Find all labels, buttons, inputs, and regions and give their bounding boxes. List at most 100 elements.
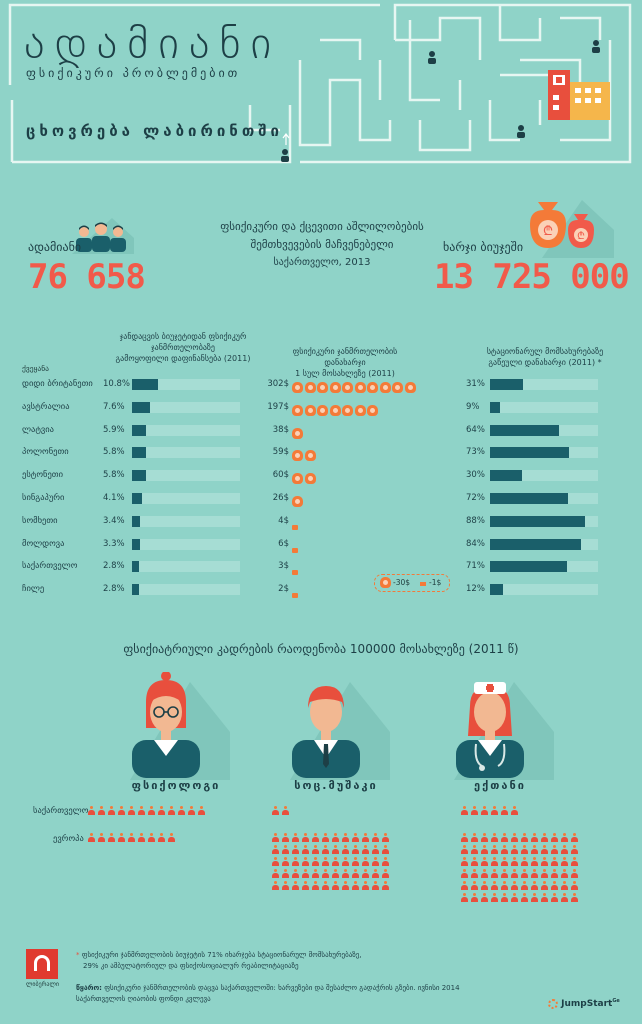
bag-legend: -30$ -1$: [374, 574, 450, 592]
big-bag-icon: [380, 577, 391, 588]
inpatient-bar-track: [490, 516, 598, 527]
person-icon: [352, 833, 359, 842]
person-icon: [138, 833, 145, 842]
inpatient-bar-track: [490, 425, 598, 436]
person-icon: [571, 845, 578, 854]
money-bags: [292, 538, 300, 553]
inpatient-bar: [490, 561, 567, 572]
budget-bar-track: [132, 379, 240, 390]
person-icon: [322, 869, 329, 878]
money-bags: [292, 560, 300, 575]
money-bag-icon: [329, 382, 341, 393]
svg-text:₾: ₾: [543, 224, 553, 239]
person-icon: [471, 806, 478, 815]
person-icon: [98, 806, 105, 815]
inpatient-bar-track: [490, 493, 598, 504]
budget-bar: [132, 493, 142, 504]
person-icon: [372, 881, 379, 890]
inpatient-share: 88%: [466, 516, 485, 526]
row-label-georgia: საქართველო: [33, 806, 89, 816]
person-icon: [362, 869, 369, 878]
person-icon: [312, 845, 319, 854]
money-bags: [292, 515, 300, 530]
person-icon: [541, 833, 548, 842]
person-icon: [561, 833, 568, 842]
person-icon: [491, 833, 498, 842]
budget-bar: [132, 425, 147, 436]
small-bag-icon: [292, 525, 298, 530]
person-icon: [471, 893, 478, 902]
money-bag-icon: [367, 405, 378, 416]
money-bag-icon: [292, 450, 303, 461]
person-icon: [541, 881, 548, 890]
money-bags: [292, 583, 300, 598]
person-icon: [501, 806, 508, 815]
person-icon: [521, 833, 528, 842]
profession-title-social-worker: სოც.მუშაკი: [294, 779, 378, 792]
people-group-icon: [72, 218, 134, 254]
budget-share: 3.3%: [103, 539, 125, 549]
person-icon: [282, 845, 289, 854]
inpatient-bar: [490, 379, 524, 390]
person-icon: [382, 845, 389, 854]
person-icon: [362, 845, 369, 854]
person-icon: [511, 881, 518, 890]
maze-illustration: [8, 3, 632, 164]
person-icon: [382, 869, 389, 878]
budget-share: 10.8%: [103, 379, 131, 389]
inpatient-share: 31%: [466, 379, 485, 389]
person-icon: [382, 881, 389, 890]
person-icon: [342, 881, 349, 890]
person-icon: [128, 833, 135, 842]
person-icon: [352, 845, 359, 854]
inpatient-bar: [490, 516, 586, 527]
person-icon: [511, 833, 518, 842]
per-capita-cost: 2$: [278, 584, 289, 594]
person-icon: [561, 893, 568, 902]
person-icon: [282, 833, 289, 842]
person-icon: [561, 869, 568, 878]
person-icon: [332, 833, 339, 842]
inpatient-bar-track: [490, 561, 598, 572]
person-icon: [491, 881, 498, 890]
inpatient-bar: [490, 493, 568, 504]
page-subtitle: ფსიქიკური პრობლემებით: [26, 66, 241, 80]
source-note: წყარო: ფსიქიკური ჯანმრთელობის დაცვა საქა…: [76, 984, 460, 1003]
person-icon: [88, 833, 95, 842]
person-icon: [282, 881, 289, 890]
stats-caption-line3: საქართველო, 2013: [273, 257, 371, 268]
person-icon: [352, 869, 359, 878]
small-bag-icon: [292, 548, 298, 553]
money-bag-icon: [342, 382, 353, 393]
sun-icon: [548, 998, 558, 1009]
budget-bar: [132, 402, 151, 413]
person-icon: [541, 893, 548, 902]
person-icon: [461, 893, 468, 902]
person-icon: [292, 869, 299, 878]
person-icon: [521, 845, 528, 854]
inpatient-bar: [490, 584, 503, 595]
inpatient-share: 71%: [466, 561, 485, 571]
person-icon: [481, 845, 488, 854]
country-column-head: ქვეყანა: [22, 364, 49, 373]
money-bag-icon: [379, 382, 391, 393]
person-icon: [322, 857, 329, 866]
budget-bar-track: [132, 584, 240, 595]
person-icon: [108, 806, 115, 815]
per-capita-cost: 59$: [272, 447, 289, 457]
person-icon: [461, 881, 468, 890]
person-icon: [372, 869, 379, 878]
inpatient-share: 30%: [466, 470, 485, 480]
per-capita-cost: 60$: [272, 470, 289, 480]
social-worker-icon: [290, 682, 390, 780]
inpatient-share: 73%: [466, 447, 485, 457]
budget-bar-track: [132, 425, 240, 436]
inpatient-bar-track: [490, 584, 598, 595]
person-icon: [491, 893, 498, 902]
person-icon: [511, 869, 518, 878]
person-icon: [531, 845, 538, 854]
money-bag-icon: [354, 382, 366, 393]
person-icon: [88, 806, 95, 815]
person-icon: [531, 857, 538, 866]
person-icon: [571, 893, 578, 902]
